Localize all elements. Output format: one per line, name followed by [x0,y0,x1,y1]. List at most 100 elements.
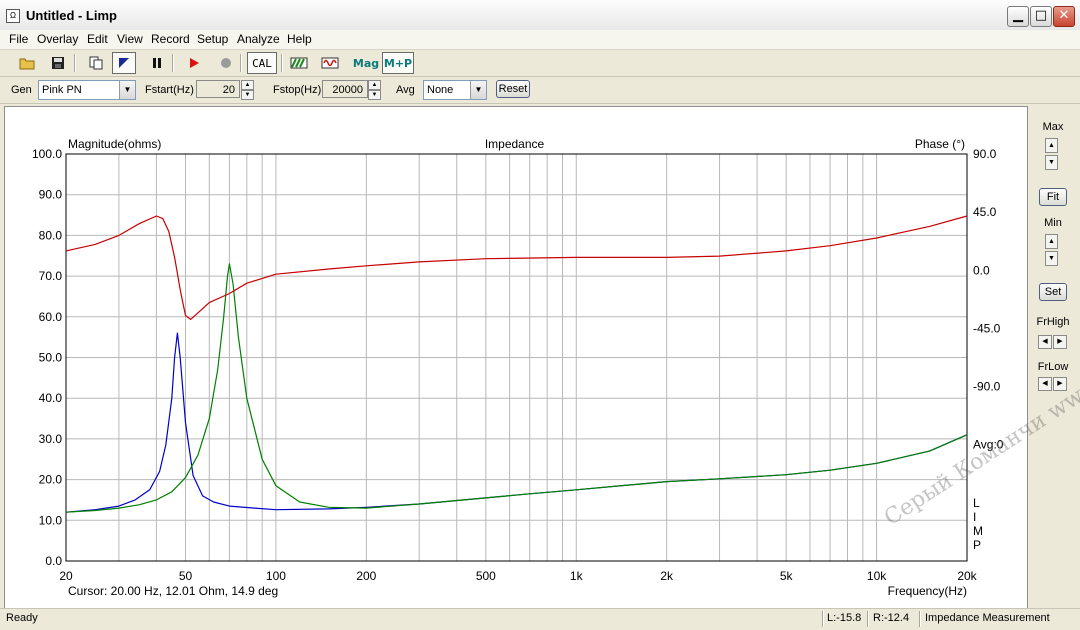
y-tick-label: 90.0 [39,188,63,202]
fstop-spinner[interactable]: ▲ ▼ [368,80,381,100]
y-axis-title: Magnitude(ohms) [68,137,161,151]
menu-bar: File Overlay Edit View Record Setup Anal… [0,30,1080,50]
close-button[interactable]: ✕ [1053,6,1075,27]
y-tick-label: 30.0 [39,432,63,446]
play-icon[interactable] [182,52,206,74]
x-tick-label: 200 [356,569,376,583]
copy-icon[interactable] [84,52,108,74]
status-ready: Ready [6,612,38,624]
avg-select[interactable]: None ▼ [423,80,487,100]
arrow-left-icon[interactable]: ◀ [1038,377,1052,391]
mag-phase-button[interactable]: M+P [382,52,414,74]
max-spinner[interactable]: ▲ ▼ [1045,138,1058,172]
chevron-down-icon[interactable]: ▼ [470,81,486,99]
frlow-arrows[interactable]: ◀ ▶ [1038,377,1068,391]
open-folder-icon[interactable] [15,52,39,74]
pause-icon[interactable] [145,52,169,74]
min-label: Min [1044,217,1062,229]
y-tick-label: 60.0 [39,310,63,324]
y-tick-label: 80.0 [39,228,63,242]
x-tick-label: 20 [59,569,73,583]
waveform-icon[interactable] [318,52,342,74]
cal-button[interactable]: CAL [247,52,277,74]
chart-labels: 0.0 10.0 20.0 30.0 40.0 50.0 60.0 70.0 80.0 90.0 1… [32,137,1004,598]
max-label: Max [1042,121,1064,133]
avg-value: None [427,84,454,96]
y2-tick-label: -90.0 [973,380,1001,394]
set-button[interactable]: Set [1039,283,1067,301]
frlow-label: FrLow [1037,361,1069,373]
fstart-spinner[interactable]: ▲ ▼ [241,80,254,100]
overlay-toggle-icon[interactable] [112,52,136,74]
generator-select[interactable]: Pink PN ▼ [38,80,136,100]
menu-record[interactable]: Record [151,32,190,46]
menu-view[interactable]: View [117,32,143,46]
y2-axis-title: Phase (°) [915,137,965,151]
arrow-left-icon[interactable]: ◀ [1038,335,1052,349]
arrow-right-icon[interactable]: ▶ [1053,377,1067,391]
y2-tick-label: 45.0 [973,205,997,219]
toolbar: CAL Mag M+P [0,50,1080,77]
min-spinner[interactable]: ▲ ▼ [1045,234,1058,268]
minimize-button[interactable]: ▁ [1007,6,1029,27]
mag-button[interactable]: Mag [352,56,380,70]
magnitude-curve-1 [65,263,968,513]
y-tick-label: 0.0 [45,554,62,568]
y-tick-label: 50.0 [39,351,63,365]
save-disk-icon[interactable] [46,52,70,74]
maximize-button[interactable]: □ [1030,6,1052,27]
chart-grid [65,153,968,562]
x-tick-label: 10k [867,569,887,583]
x-tick-label: 5k [780,569,794,583]
y2-tick-label: -45.0 [973,321,1001,335]
y-tick-label: 70.0 [39,269,63,283]
plot-panel: 0.0 10.0 20.0 30.0 40.0 50.0 60.0 70.0 80.0 90.0 1… [4,106,1028,609]
fstart-label: Fstart(Hz) [145,84,194,96]
fstop-label: Fstop(Hz) [273,84,322,96]
limp-app-icon[interactable]: Ω [6,9,20,23]
frhigh-label: FrHigh [1036,316,1070,328]
menu-help[interactable]: Help [287,32,312,46]
generator-value: Pink PN [42,84,82,96]
x-tick-label: 100 [266,569,286,583]
gen-label: Gen [11,84,32,96]
x-axis-title: Frequency(Hz) [888,584,967,598]
spectrum-icon[interactable] [287,52,311,74]
impedance-chart[interactable]: 0.0 10.0 20.0 30.0 40.0 50.0 60.0 70.0 80.0 90.0 1… [5,107,1027,608]
y-tick-label: 10.0 [39,513,63,527]
side-letter: P [973,538,981,552]
phase-curve [65,215,968,320]
menu-analyze[interactable]: Analyze [237,32,280,46]
y-tick-label: 100.0 [32,147,62,161]
frhigh-arrows[interactable]: ◀ ▶ [1038,335,1068,349]
title-bar: Ω Untitled - Limp ▁ □ ✕ [0,0,1080,31]
menu-edit[interactable]: Edit [87,32,108,46]
y-tick-label: 40.0 [39,391,63,405]
menu-file[interactable]: File [9,32,29,46]
avg-label: Avg [396,84,415,96]
right-level: R:-12.4 [873,612,910,624]
right-control-panel: Max ▲ ▼ Fit Min ▲ ▼ Set FrHigh ◀ ▶ FrLow ◀ ▶ [1030,106,1076,607]
fstart-input[interactable]: 20 [196,80,240,98]
fit-button[interactable]: Fit [1039,188,1067,206]
y-tick-label: 20.0 [39,473,63,487]
avg-text: Avg:0 [973,438,1004,452]
x-tick-label: 20k [957,569,977,583]
left-level: L:-15.8 [827,612,862,624]
side-letter: I [973,510,976,524]
chart-title: Impedance [485,137,545,151]
magnitude-curve-0 [65,332,968,513]
menu-overlay[interactable]: Overlay [37,32,79,46]
x-tick-label: 2k [660,569,674,583]
reset-button[interactable]: Reset [496,80,530,98]
window-title: Untitled - Limp [26,8,117,23]
chart-series [65,215,968,513]
status-bar: Ready L:-15.8 R:-12.4 Impedance Measurem… [0,608,1080,630]
menu-setup[interactable]: Setup [197,32,229,46]
record-icon[interactable] [214,52,238,74]
arrow-right-icon[interactable]: ▶ [1053,335,1067,349]
side-letter: L [973,496,980,510]
fstop-input[interactable]: 20000 [322,80,368,98]
y2-tick-label: 90.0 [973,147,997,161]
chevron-down-icon[interactable]: ▼ [119,81,135,99]
